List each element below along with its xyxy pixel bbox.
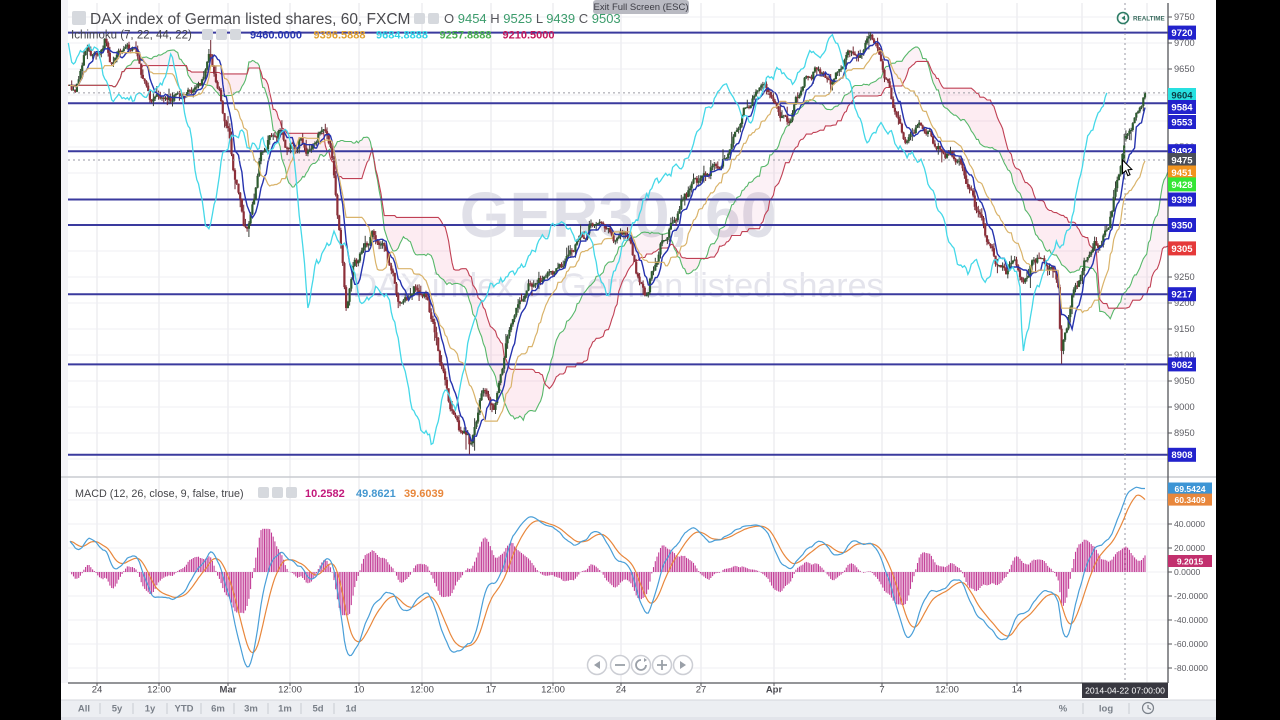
svg-text:Ichimoku (7, 22, 44, 22): Ichimoku (7, 22, 44, 22) <box>71 30 192 42</box>
svg-text:9250: 9250 <box>1174 272 1195 282</box>
svg-text:-20.0000: -20.0000 <box>1174 591 1208 601</box>
svg-text:REALTIME: REALTIME <box>1133 16 1165 23</box>
svg-text:9.2015: 9.2015 <box>1177 556 1204 566</box>
svg-text:1y: 1y <box>145 704 156 715</box>
svg-text:12:00: 12:00 <box>935 685 959 696</box>
svg-text:3m: 3m <box>244 704 258 715</box>
svg-text:9000: 9000 <box>1174 402 1195 412</box>
svg-text:MACD (12, 26, close, 9, false,: MACD (12, 26, close, 9, false, true) <box>75 488 244 500</box>
svg-text:9475: 9475 <box>1171 155 1193 166</box>
svg-text:Mar: Mar <box>220 685 237 696</box>
svg-text:1m: 1m <box>278 704 292 715</box>
svg-text:9584: 9584 <box>1171 102 1193 113</box>
svg-text:9553: 9553 <box>1171 117 1192 128</box>
svg-text:2014-04-22 07:00:00: 2014-04-22 07:00:00 <box>1085 686 1165 696</box>
svg-text:9700: 9700 <box>1174 38 1195 48</box>
svg-text:5y: 5y <box>112 704 123 715</box>
svg-text:9050: 9050 <box>1174 376 1195 386</box>
svg-text:DAX index of German listed sha: DAX index of German listed shares, 60, F… <box>90 11 410 28</box>
svg-text:Exit Full Screen (ESC): Exit Full Screen (ESC) <box>593 2 688 13</box>
svg-text:%: % <box>1059 704 1068 715</box>
svg-text:20.0000: 20.0000 <box>1174 543 1205 553</box>
svg-text:27: 27 <box>696 685 707 696</box>
svg-text:9100: 9100 <box>1174 350 1195 360</box>
svg-text:8908: 8908 <box>1171 450 1192 461</box>
svg-text:12:00: 12:00 <box>541 685 565 696</box>
svg-text:24: 24 <box>616 685 627 696</box>
svg-text:9082: 9082 <box>1171 360 1192 371</box>
svg-text:8950: 8950 <box>1174 428 1195 438</box>
svg-text:9650: 9650 <box>1174 64 1195 74</box>
svg-text:-80.0000: -80.0000 <box>1174 663 1208 673</box>
svg-text:9451: 9451 <box>1171 168 1193 179</box>
svg-text:log: log <box>1099 704 1113 715</box>
svg-text:5d: 5d <box>312 704 323 715</box>
svg-text:10: 10 <box>354 685 365 696</box>
svg-text:9200: 9200 <box>1174 298 1195 308</box>
svg-text:17: 17 <box>486 685 497 696</box>
svg-text:9305: 9305 <box>1171 244 1193 255</box>
svg-text:24: 24 <box>92 685 103 696</box>
svg-text:YTD: YTD <box>175 704 194 715</box>
svg-text:9750: 9750 <box>1174 12 1195 22</box>
svg-text:60.3409: 60.3409 <box>1174 495 1205 505</box>
svg-text:All: All <box>78 704 90 715</box>
svg-text:9350: 9350 <box>1171 220 1192 231</box>
svg-text:-40.0000: -40.0000 <box>1174 615 1208 625</box>
svg-text:9492: 9492 <box>1171 147 1192 158</box>
svg-text:9150: 9150 <box>1174 324 1195 334</box>
svg-text:6m: 6m <box>211 704 225 715</box>
svg-text:9604: 9604 <box>1171 90 1193 101</box>
svg-text:0.0000: 0.0000 <box>1174 567 1201 577</box>
svg-text:12:00: 12:00 <box>410 685 434 696</box>
svg-text:7: 7 <box>879 685 884 696</box>
svg-text:1d: 1d <box>345 704 356 715</box>
svg-text:9720: 9720 <box>1171 28 1192 39</box>
svg-text:12:00: 12:00 <box>278 685 302 696</box>
svg-text:O 9454 H 9525 L 9439 C 9503: O 9454 H 9525 L 9439 C 9503 <box>444 11 621 26</box>
svg-text:14: 14 <box>1012 685 1023 696</box>
svg-text:40.0000: 40.0000 <box>1174 519 1205 529</box>
svg-text:9399: 9399 <box>1171 195 1192 206</box>
svg-text:69.5424: 69.5424 <box>1174 484 1205 494</box>
svg-text:9428: 9428 <box>1171 180 1192 191</box>
svg-text:9217: 9217 <box>1171 290 1192 301</box>
svg-text:-60.0000: -60.0000 <box>1174 639 1208 649</box>
svg-text:12:00: 12:00 <box>147 685 171 696</box>
svg-text:Apr: Apr <box>766 685 783 696</box>
